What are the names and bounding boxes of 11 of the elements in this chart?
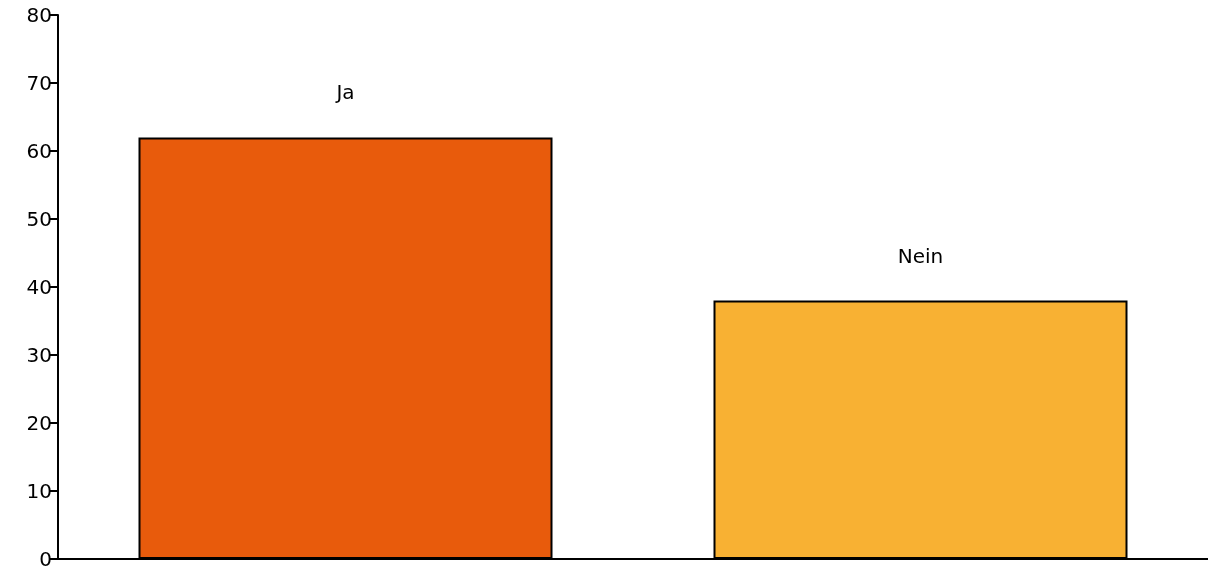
x-tick-label: Nein: [897, 243, 944, 268]
y-tick-label: 60: [26, 139, 52, 163]
x-tick-label: Ja: [334, 80, 355, 105]
y-tick-label: 10: [26, 479, 52, 503]
y-tick-label: 70: [26, 71, 52, 95]
y-tick-label: 20: [26, 411, 52, 435]
y-tick-label: 40: [26, 275, 52, 299]
y-tick-label: 0: [39, 547, 52, 571]
y-tick-label: 80: [26, 3, 52, 27]
y-tick-label: 30: [26, 343, 52, 367]
y-tick-label: 50: [26, 207, 52, 231]
